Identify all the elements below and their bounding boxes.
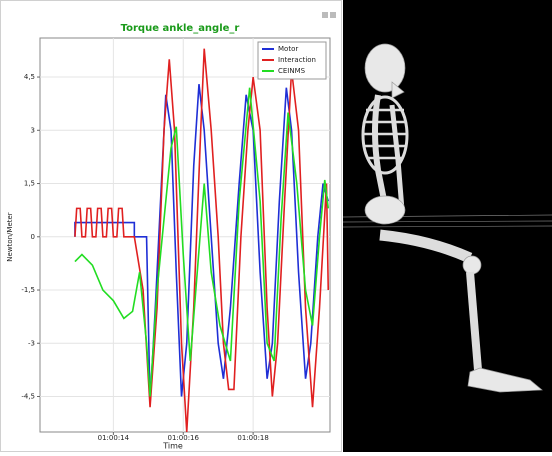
knee (463, 256, 481, 274)
y-tick-label: 1,5 (24, 180, 35, 188)
x-tick-label: 01:00:16 (168, 434, 200, 442)
x-tick-label: 01:00:18 (237, 434, 268, 442)
screen: Torque ankle_angle_r Time Newton/Meter -… (0, 0, 552, 452)
legend-label: Interaction (278, 56, 316, 64)
y-tick-label: -3 (28, 339, 35, 347)
plot-area: -4,5 -3 -1,5 0 1,5 3 4,5 01:00:14 01:00:16 01:00:… (21, 38, 330, 442)
page: Torque ankle_angle_r Time Newton/Meter -… (0, 0, 552, 452)
x-axis-label: Time (162, 442, 183, 451)
chart-title: Torque ankle_angle_r (121, 23, 240, 34)
y-tick-label: -4,5 (21, 393, 35, 401)
y-tick-label: 3 (31, 126, 35, 134)
y-tick-label: 4,5 (24, 73, 35, 81)
panel-button[interactable] (330, 12, 336, 18)
panel-button[interactable] (322, 12, 328, 18)
y-tick-label: -1,5 (21, 286, 35, 294)
skull (365, 44, 405, 92)
pelvis (365, 196, 405, 224)
legend-label: Motor (278, 45, 298, 53)
x-tick-label: 01:00:14 (98, 434, 130, 442)
y-tick-label: 0 (31, 233, 35, 241)
legend-label: CEINMS (278, 67, 306, 75)
y-axis-label: Newton/Meter (6, 212, 14, 261)
